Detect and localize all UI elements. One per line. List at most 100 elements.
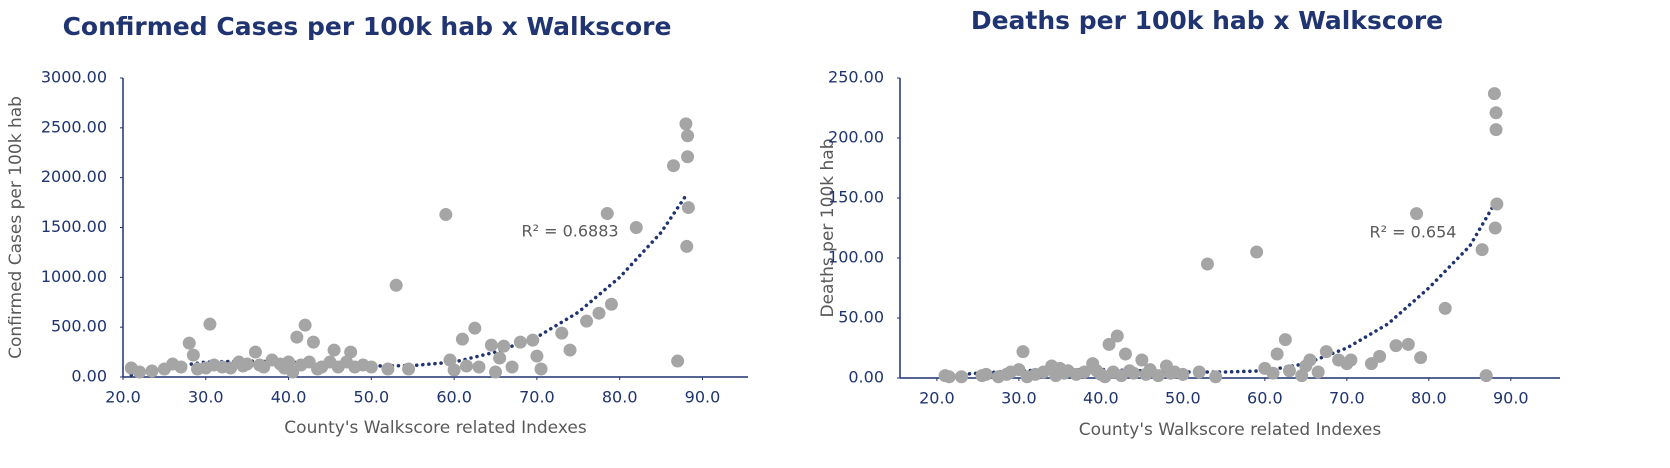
x-tick-label: 60.0 — [1247, 389, 1283, 408]
x-tick-label: 40.0 — [271, 388, 307, 407]
point — [1488, 221, 1502, 235]
y-tick-label: 500.00 — [51, 317, 107, 336]
y-tick-label: 0.00 — [71, 367, 107, 386]
point — [364, 360, 378, 374]
x-tick-label: 20.0 — [105, 388, 141, 407]
point — [1118, 347, 1132, 361]
point — [248, 345, 262, 359]
point — [1319, 345, 1333, 359]
y-tick-label: 150.00 — [828, 188, 884, 207]
point — [240, 357, 254, 371]
point — [203, 317, 217, 331]
point — [1303, 353, 1317, 367]
point — [1489, 106, 1503, 120]
chart-title: Deaths per 100k hab x Walkscore — [971, 6, 1443, 35]
y-axis-label: Deaths per 100k hab — [818, 139, 838, 318]
y-tick-label: 3000.00 — [41, 68, 107, 87]
point — [460, 359, 474, 373]
y-tick-label: 50.00 — [838, 308, 884, 327]
point — [1278, 333, 1292, 347]
x-tick-label: 30.0 — [188, 388, 224, 407]
point — [942, 370, 956, 384]
x-tick-label: 80.0 — [1411, 389, 1447, 408]
point — [679, 117, 693, 131]
point — [1438, 301, 1452, 315]
point — [1479, 369, 1493, 383]
chart-title: Confirmed Cases per 100k hab x Walkscore — [63, 12, 672, 41]
trendline — [943, 202, 1497, 378]
point — [145, 364, 159, 378]
x-tick-label: 70.0 — [519, 388, 555, 407]
point — [629, 221, 643, 234]
point — [526, 333, 540, 347]
point — [530, 349, 544, 363]
point — [681, 201, 695, 215]
point — [1135, 353, 1149, 367]
point — [1373, 349, 1387, 363]
point — [1266, 366, 1280, 380]
chart: Deaths per 100k hab x Walkscore Deaths pe… — [818, 6, 1560, 440]
point — [133, 365, 147, 379]
point — [389, 278, 403, 292]
point — [681, 150, 695, 164]
point — [1209, 370, 1223, 384]
point — [1270, 347, 1284, 361]
point — [1200, 257, 1214, 271]
point — [954, 370, 968, 384]
point — [680, 239, 694, 253]
point — [182, 336, 196, 350]
x-tick-label: 40.0 — [1083, 389, 1119, 408]
y-tick-label: 100.00 — [828, 248, 884, 267]
point — [472, 360, 486, 374]
point — [489, 365, 503, 379]
point — [1016, 345, 1030, 359]
point — [1282, 364, 1296, 378]
point — [443, 353, 457, 367]
point — [447, 363, 461, 377]
point — [1475, 243, 1489, 257]
point — [1414, 351, 1428, 365]
point — [1311, 365, 1325, 379]
point — [344, 345, 358, 359]
x-tick-label: 90.0 — [1493, 389, 1529, 408]
x-tick-label: 60.0 — [436, 388, 472, 407]
y-tick-label: 2000.00 — [41, 167, 107, 186]
point — [513, 335, 527, 349]
point — [600, 207, 614, 221]
point — [1127, 366, 1141, 380]
y-axis-label: Confirmed Cases per 100k hab — [6, 96, 26, 359]
point — [493, 351, 507, 365]
y-tick-label: 200.00 — [828, 128, 884, 147]
point — [1250, 245, 1264, 259]
point — [1344, 353, 1358, 367]
point — [534, 362, 548, 376]
point — [327, 343, 341, 357]
point — [979, 367, 993, 381]
point — [580, 314, 594, 328]
point — [1102, 337, 1116, 351]
point — [402, 362, 416, 376]
y-tick-label: 1000.00 — [41, 267, 107, 286]
x-axis-label: County's Walkscore related Indexes — [1079, 420, 1382, 440]
annotation: R² = 0.654 — [1370, 223, 1457, 242]
point — [497, 339, 511, 353]
point — [666, 159, 680, 173]
point — [174, 360, 188, 374]
point — [306, 335, 320, 349]
point — [555, 326, 569, 340]
y-tick-label: 1500.00 — [41, 217, 107, 236]
point — [468, 321, 482, 335]
point — [681, 129, 695, 143]
point — [671, 354, 685, 368]
point — [455, 332, 469, 346]
point — [563, 343, 577, 357]
x-tick-label: 70.0 — [1329, 389, 1365, 408]
point — [298, 318, 312, 332]
point — [1487, 87, 1501, 101]
chart: Confirmed Cases per 100k hab x Walkscore… — [6, 12, 748, 438]
point — [592, 306, 606, 320]
point — [1077, 365, 1091, 379]
y-tick-label: 2500.00 — [41, 117, 107, 136]
point — [505, 360, 519, 374]
